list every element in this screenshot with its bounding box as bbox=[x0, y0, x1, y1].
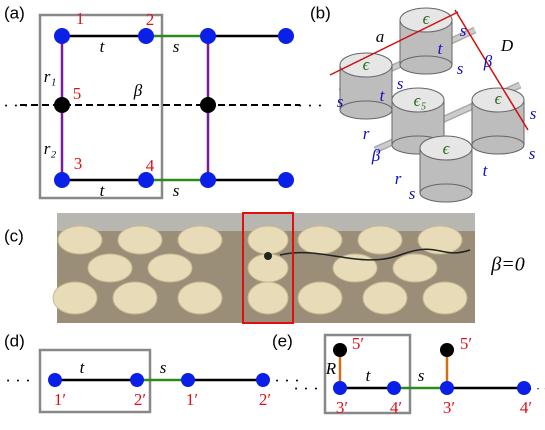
shape bbox=[387, 381, 401, 395]
shape bbox=[118, 226, 162, 254]
shape bbox=[88, 254, 132, 282]
label: β bbox=[371, 146, 381, 165]
label: ϵ bbox=[423, 9, 431, 28]
label: 1′ bbox=[186, 390, 198, 409]
shape bbox=[54, 28, 70, 44]
panel-label: (a) bbox=[4, 3, 25, 22]
shape bbox=[298, 226, 342, 254]
figure: (a) 1 2 5 3 4 t s t s r₁ r₂ β · · · · · … bbox=[0, 0, 545, 430]
label: 2 bbox=[146, 10, 155, 29]
label: (d) bbox=[4, 331, 25, 350]
shape bbox=[178, 226, 222, 254]
label: s bbox=[160, 358, 167, 377]
label: D bbox=[500, 36, 514, 55]
shape bbox=[420, 184, 472, 202]
shape bbox=[181, 373, 195, 387]
shape bbox=[400, 56, 452, 74]
label: s bbox=[337, 92, 344, 111]
shape bbox=[54, 172, 70, 188]
label: s bbox=[173, 37, 180, 56]
shape bbox=[358, 226, 402, 254]
label: · · · bbox=[293, 379, 318, 398]
label: r₁ bbox=[44, 67, 57, 86]
shape bbox=[363, 282, 407, 314]
shape bbox=[440, 381, 454, 395]
label: 4′ bbox=[390, 398, 402, 417]
label: s bbox=[529, 144, 536, 163]
label: (b) bbox=[310, 3, 331, 22]
shape bbox=[278, 28, 294, 44]
label: (c) bbox=[4, 226, 24, 245]
label: β bbox=[483, 52, 493, 71]
label: s bbox=[409, 184, 416, 203]
shape bbox=[256, 373, 270, 387]
label: r₂ bbox=[44, 139, 57, 158]
label: s bbox=[418, 366, 425, 385]
label: 2′ bbox=[259, 390, 271, 409]
label: 1′ bbox=[54, 390, 66, 409]
shape bbox=[148, 254, 192, 282]
label: 5 bbox=[73, 84, 82, 103]
label: t bbox=[100, 37, 106, 56]
label: 2′ bbox=[134, 390, 146, 409]
label: β bbox=[133, 81, 143, 100]
shape bbox=[130, 373, 144, 387]
label: t bbox=[483, 161, 489, 180]
label: s bbox=[460, 21, 467, 40]
label: β=0 bbox=[490, 254, 524, 276]
label: 5′ bbox=[352, 334, 364, 353]
label: t bbox=[366, 366, 372, 385]
shape bbox=[248, 226, 288, 254]
label: 4 bbox=[146, 156, 155, 175]
label: 3 bbox=[74, 154, 83, 173]
label: r bbox=[395, 169, 402, 188]
shape bbox=[138, 28, 154, 44]
shape bbox=[58, 226, 102, 254]
label: s bbox=[173, 181, 180, 200]
label: 1 bbox=[76, 9, 85, 28]
shape bbox=[440, 343, 454, 357]
label: 4′ bbox=[520, 398, 532, 417]
shape bbox=[333, 381, 347, 395]
shape bbox=[200, 172, 216, 188]
label: s bbox=[530, 104, 537, 123]
label: · · · bbox=[297, 96, 322, 115]
label: r bbox=[363, 124, 370, 143]
label: ϵ bbox=[443, 139, 451, 158]
label: ϵ bbox=[495, 89, 503, 108]
label: R bbox=[325, 359, 337, 378]
shape bbox=[113, 282, 157, 314]
label: ϵ bbox=[363, 55, 371, 74]
shape bbox=[200, 28, 216, 44]
label: · · · bbox=[528, 381, 545, 396]
shape bbox=[54, 97, 70, 113]
shape bbox=[333, 343, 347, 357]
label: · · · bbox=[3, 96, 28, 115]
shape bbox=[178, 282, 222, 314]
shape bbox=[53, 282, 97, 314]
label: 5′ bbox=[460, 334, 472, 353]
label: · · · bbox=[5, 371, 30, 390]
label: s bbox=[457, 59, 464, 78]
label: a bbox=[376, 27, 385, 46]
label: 3′ bbox=[443, 398, 455, 417]
shape bbox=[278, 172, 294, 188]
shape bbox=[248, 282, 288, 314]
label: s bbox=[397, 74, 404, 93]
photo bbox=[53, 213, 475, 323]
shape bbox=[264, 252, 272, 260]
shape bbox=[472, 136, 524, 154]
shape bbox=[393, 254, 437, 282]
shape bbox=[48, 373, 62, 387]
shape bbox=[298, 282, 342, 314]
label: 3′ bbox=[336, 398, 348, 417]
label: (e) bbox=[272, 331, 293, 350]
label: t bbox=[80, 358, 86, 377]
label: ϵ₅ bbox=[414, 91, 427, 110]
shape bbox=[200, 97, 216, 113]
shape bbox=[423, 282, 467, 314]
